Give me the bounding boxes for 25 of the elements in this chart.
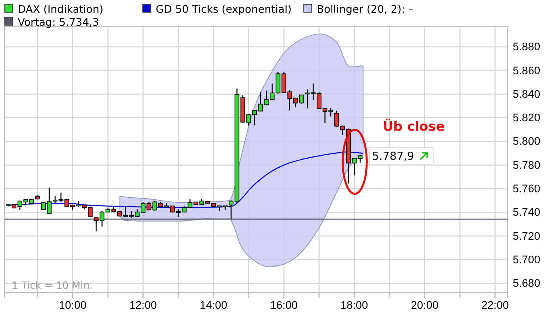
y-tick-label: 5.880 bbox=[513, 42, 541, 54]
legend-label: Vortag: 5.734,3 bbox=[18, 17, 100, 29]
legend-label: GD 50 Ticks (exponential) bbox=[156, 4, 292, 16]
annotation: Üb close bbox=[383, 118, 446, 135]
y-tick-label: 5.760 bbox=[513, 183, 541, 196]
legend-label: DAX (Indikation) bbox=[18, 4, 104, 16]
y-tick-label: 5.740 bbox=[513, 207, 541, 220]
y-tick-label: 5.800 bbox=[513, 136, 541, 148]
x-tick-label: 18:00 bbox=[340, 300, 368, 312]
x-tick-label: 16:00 bbox=[270, 300, 298, 312]
y-tick-label: 5.700 bbox=[513, 254, 541, 266]
y-tick-label: 5.720 bbox=[513, 230, 541, 243]
annotation: 1 Tick = 10 Min. bbox=[12, 281, 93, 292]
y-tick-label: 5.820 bbox=[513, 112, 541, 125]
legend-label: Bollinger (20, 2): – bbox=[317, 4, 414, 16]
y-tick-label: 5.840 bbox=[513, 88, 541, 101]
y-tick-label: 5.860 bbox=[513, 65, 541, 78]
y-tick-label: 5.680 bbox=[513, 278, 541, 290]
x-tick-label: 10:00 bbox=[59, 300, 87, 312]
x-tick-label: 14:00 bbox=[200, 300, 228, 312]
x-tick-label: 22:00 bbox=[482, 300, 510, 312]
annotation: 5.787,9 bbox=[372, 150, 414, 163]
x-tick-label: 12:00 bbox=[130, 300, 158, 312]
x-tick-label: 20:00 bbox=[411, 300, 439, 312]
y-tick-label: 5.780 bbox=[513, 160, 541, 172]
